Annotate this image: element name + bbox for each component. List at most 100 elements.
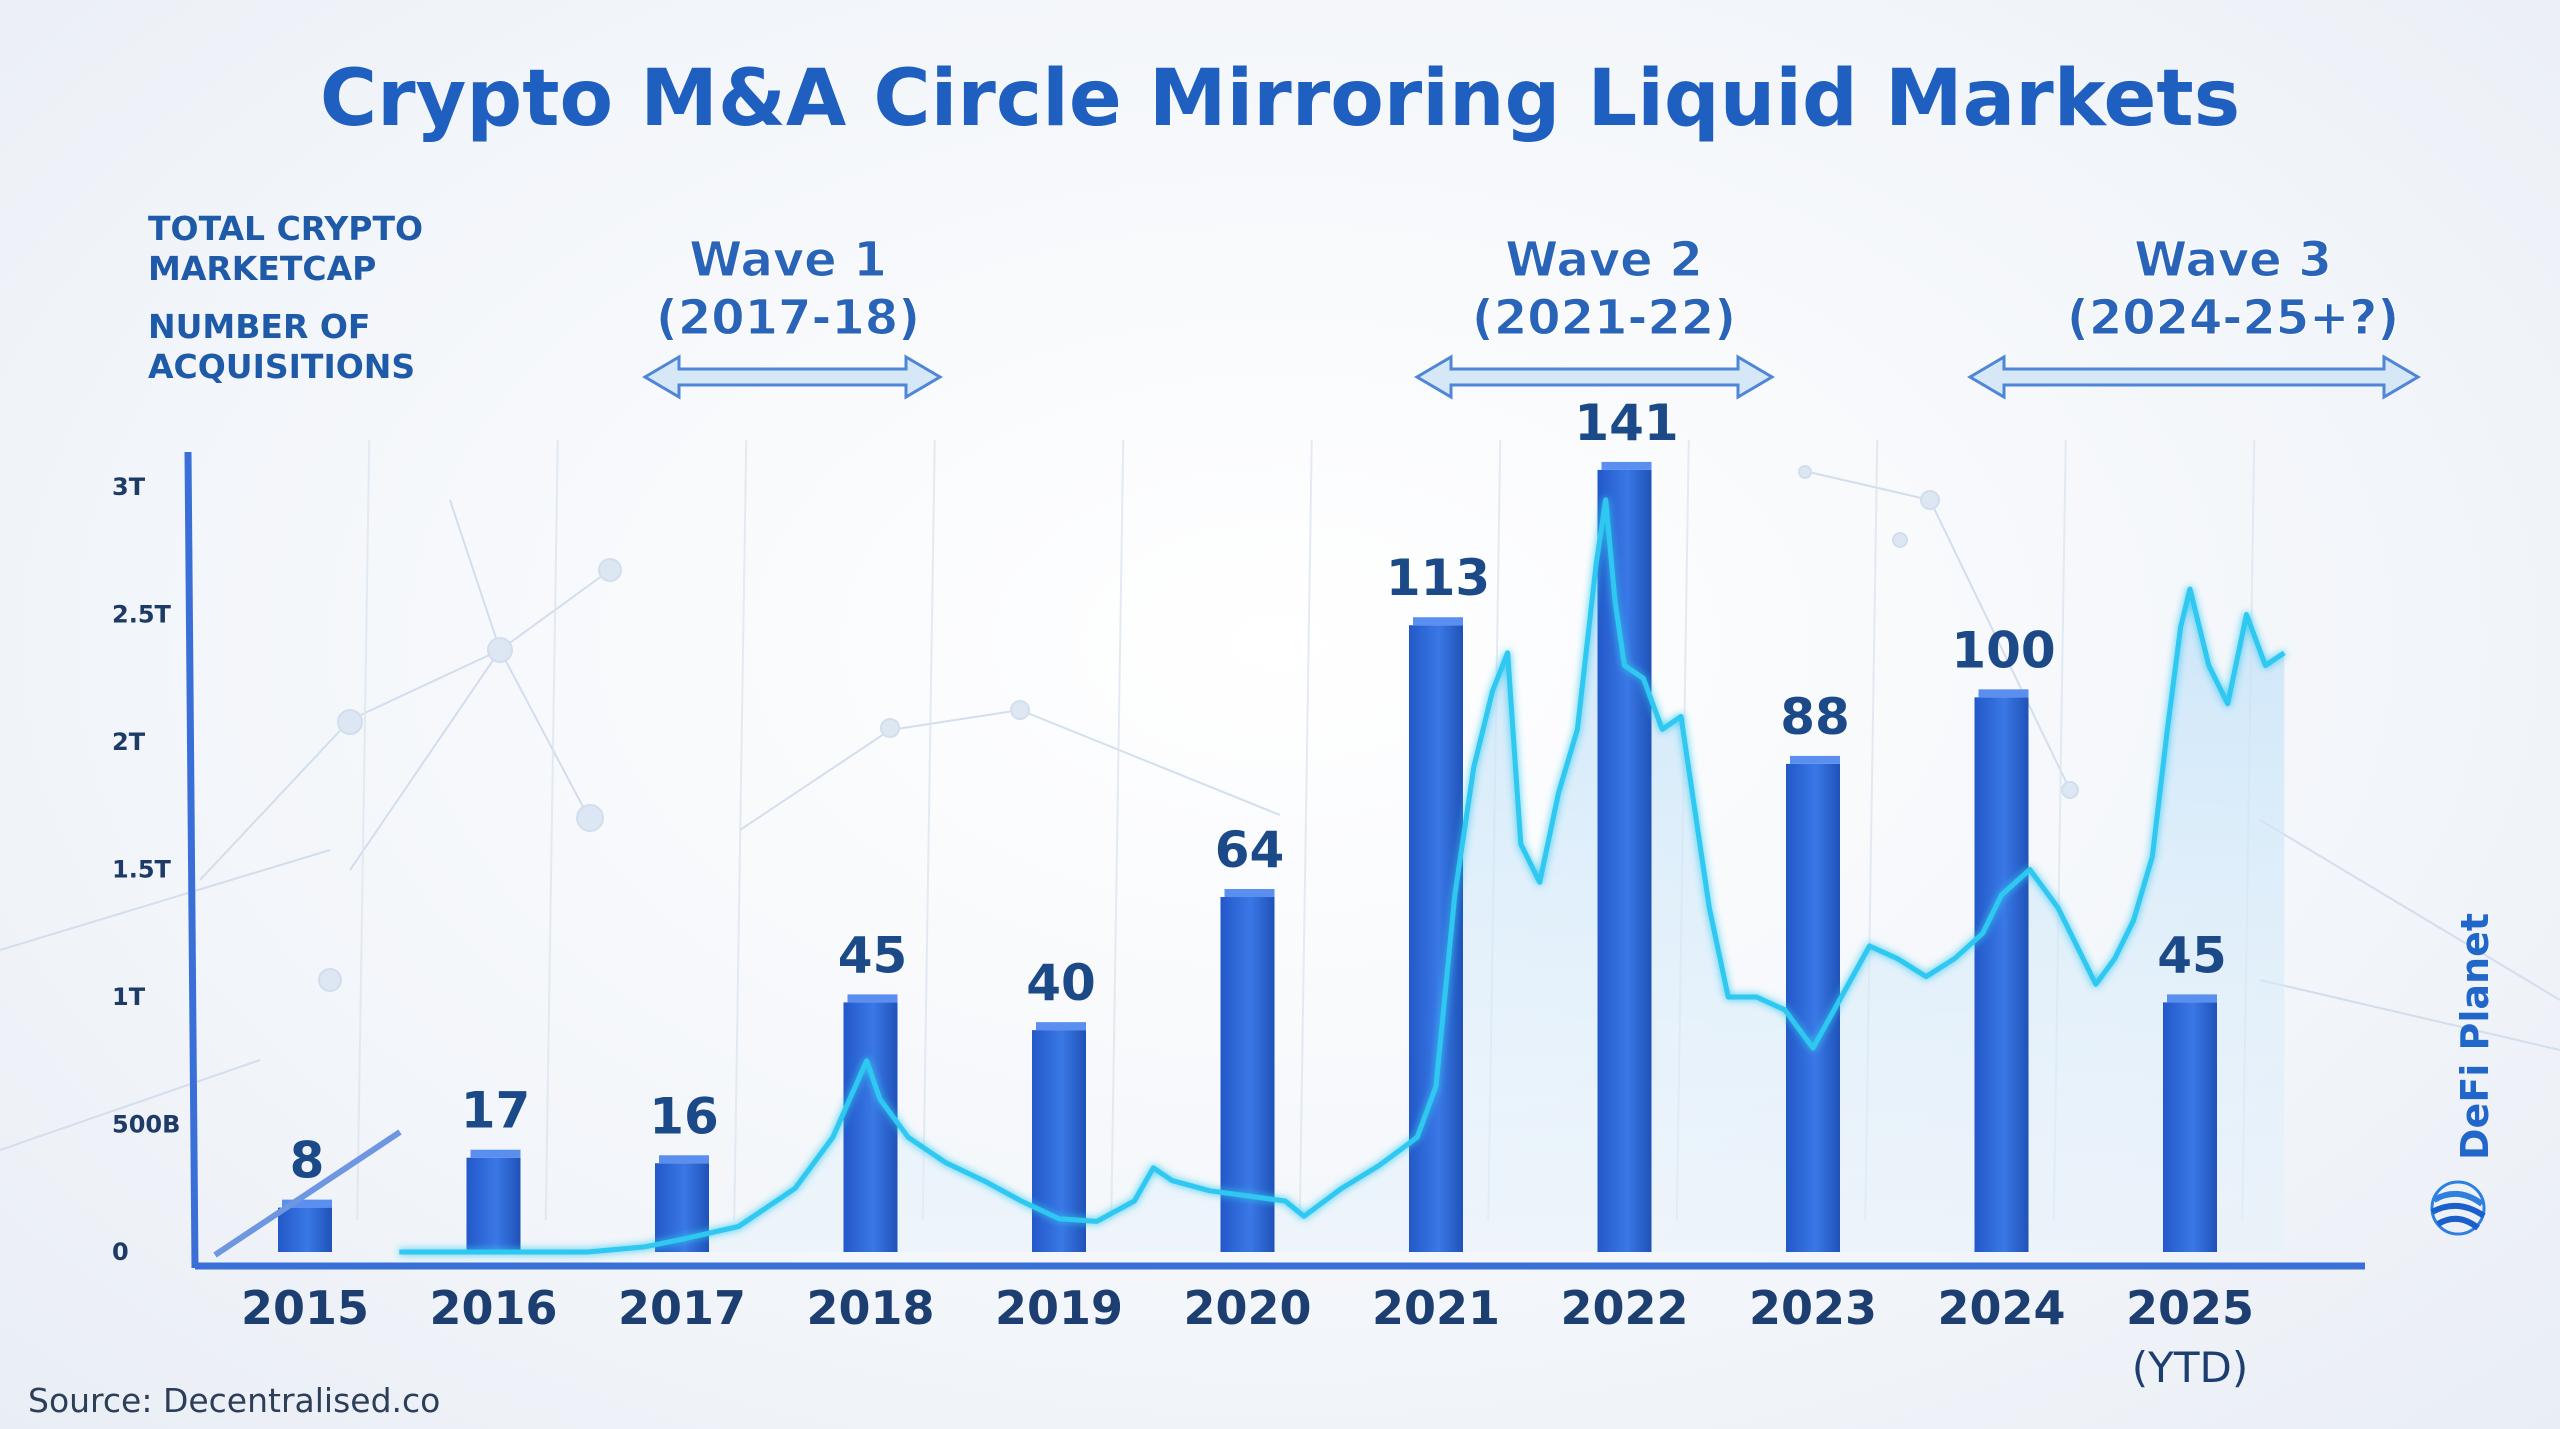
grid-line (733, 439, 748, 1221)
y-tick-1.5T: 1.5T (112, 856, 172, 884)
axes (184, 451, 2365, 1270)
y-tick-2T: 2T (112, 728, 146, 756)
bar-label-2016: 17 (461, 1082, 531, 1140)
x-tick-2018: 2018 (806, 1281, 934, 1335)
bar-label-2024: 100 (1951, 621, 2055, 679)
bar-label-2019: 40 (1026, 954, 1096, 1012)
source-text: Source: Decentralised.co (28, 1381, 440, 1420)
bar-label-2015: 8 (290, 1132, 325, 1190)
double-arrow-icon (642, 354, 943, 400)
bar-body (1597, 469, 1652, 1252)
wave-annotation-2: Wave 2(2021-22) (1414, 232, 1775, 400)
x-tick-2025: 2025 (2126, 1281, 2254, 1335)
grid-line (544, 439, 559, 1221)
bar-label-2025: 45 (2157, 926, 2227, 984)
x-axis-ticks: 2015 2016 2017 2018 2019 2020 2021 2022 2023 2024… (241, 1281, 2254, 1392)
bar-label-2022: 141 (1574, 394, 1678, 452)
bar-value-labels: 8 17 16 45 40 64 113 141 88 100 45 (290, 394, 2227, 1190)
bar-top (1978, 689, 2029, 698)
bar-body (1032, 1030, 1086, 1252)
bar-body (1974, 697, 2029, 1252)
bar-top (847, 994, 898, 1003)
bar-label-2023: 88 (1780, 688, 1850, 746)
bar-body (843, 1002, 898, 1252)
legend-marketcap-line2: MARKETCAP (148, 249, 376, 288)
bar-label-2017: 16 (649, 1087, 719, 1145)
legend-item-marketcap: TOTAL CRYPTO MARKETCAP (148, 209, 435, 288)
y-tick-2.5T: 2.5T (112, 601, 172, 629)
wave-annotation-3: Wave 3(2024-25+?) (1967, 232, 2421, 400)
grid-line (921, 439, 936, 1221)
grid-line (1298, 439, 1313, 1221)
x-tick-2017: 2017 (618, 1281, 746, 1335)
bar-2023 (1786, 755, 1840, 1252)
y-tick-500B: 500B (112, 1111, 180, 1139)
wave-annotations: Wave 1(2017-18)Wave 2(2021-22)Wave 3(202… (642, 232, 2421, 400)
bar-top (1790, 755, 1840, 764)
bar-2018 (843, 994, 898, 1252)
brand-name: DeFi Planet (2453, 913, 2497, 1160)
x-tick-2019: 2019 (995, 1281, 1123, 1335)
legend-acquisitions-line1: NUMBER OF (148, 307, 370, 346)
wave-range: (2017-18) (656, 290, 920, 346)
bar-2025 (2163, 994, 2217, 1252)
bar-body (278, 1207, 332, 1252)
wave-title: Wave 1 (689, 232, 887, 288)
background-network (0, 465, 2560, 1151)
bar-top (1601, 461, 1652, 470)
legend-item-acquisitions: NUMBER OF ACQUISITIONS (148, 307, 415, 386)
y-axis-line (184, 451, 199, 1269)
x-tick-2020: 2020 (1183, 1281, 1311, 1335)
bar-body (2163, 1002, 2217, 1252)
legend-acquisitions-line2: ACQUISITIONS (148, 347, 415, 386)
bar-top (1413, 617, 1463, 626)
y-tick-1T: 1T (112, 983, 146, 1011)
bar-2019 (1032, 1022, 1086, 1252)
x-tick-2023: 2023 (1749, 1281, 1877, 1335)
brand-logo: DeFi Planet (2430, 913, 2497, 1236)
bar-top (282, 1199, 332, 1208)
legend-marketcap-line1: TOTAL CRYPTO (148, 209, 423, 248)
x-tick-sublabel-2025: (YTD) (2132, 1343, 2248, 1392)
x-tick-2015: 2015 (241, 1281, 369, 1335)
bar-body (1409, 625, 1463, 1252)
wave-range: (2024-25+?) (2067, 290, 2399, 346)
wave-range: (2021-22) (1472, 290, 1736, 346)
y-tick-0: 0 (112, 1238, 129, 1266)
bar-2022 (1597, 461, 1652, 1252)
bar-body (466, 1157, 521, 1252)
y-axis-ticks: 0 500B 1T 1.5T 2T 2.5T 3T (112, 473, 180, 1266)
bar-label-2018: 45 (838, 926, 908, 984)
legend: TOTAL CRYPTO MARKETCAP NUMBER OF ACQUISI… (148, 209, 435, 386)
bar-top (1036, 1022, 1086, 1031)
x-tick-2024: 2024 (1937, 1281, 2065, 1335)
bar-label-2020: 64 (1215, 821, 1285, 879)
bar-2015 (278, 1199, 332, 1252)
x-tick-2021: 2021 (1372, 1281, 1500, 1335)
marketcap-line-group (399, 497, 2286, 1255)
wave-title: Wave 2 (1505, 232, 1703, 288)
bar-top (659, 1155, 709, 1164)
double-arrow-icon (1414, 354, 1775, 400)
grid-line (356, 439, 371, 1221)
bar-top (1224, 889, 1275, 898)
defi-planet-logo-icon (2430, 1180, 2486, 1236)
bar-top (470, 1149, 521, 1158)
bar-2024 (1974, 689, 2029, 1252)
x-tick-2016: 2016 (429, 1281, 557, 1335)
bar-body (1786, 763, 1840, 1252)
double-arrow-icon (1967, 354, 2421, 400)
wave-title: Wave 3 (2134, 232, 2332, 288)
bar-2016 (466, 1149, 521, 1252)
axis-origin-accent (213, 1129, 402, 1258)
marketcap-line (399, 497, 2286, 1255)
bar-label-2021: 113 (1386, 549, 1490, 607)
y-tick-3T: 3T (112, 473, 146, 501)
wave-annotation-1: Wave 1(2017-18) (642, 232, 943, 400)
bar-2021 (1409, 617, 1463, 1252)
x-tick-2022: 2022 (1560, 1281, 1688, 1335)
bar-top (2167, 994, 2217, 1003)
chart-title: Crypto M&A Circle Mirroring Liquid Marke… (320, 54, 2240, 144)
grid-line (1110, 439, 1125, 1221)
